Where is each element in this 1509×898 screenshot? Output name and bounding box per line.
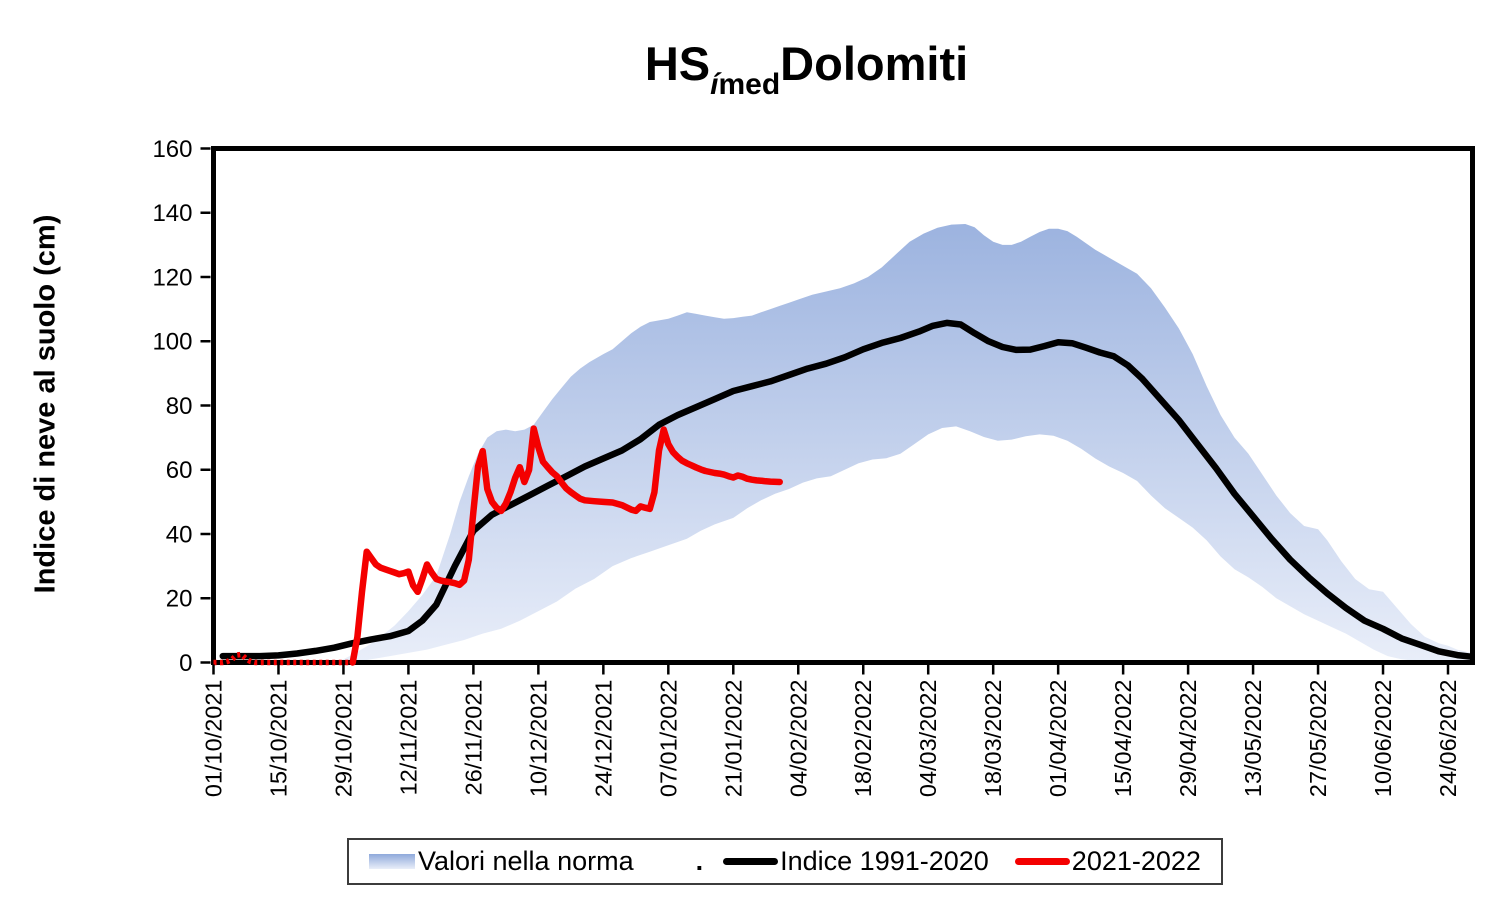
plot-frame [211, 146, 1475, 665]
index-1991-2020-line [219, 319, 1475, 660]
legend-label-index: Indice 1991-2020 [780, 846, 989, 876]
chart-title: HSímedDolomiti [0, 36, 1509, 102]
season-2021-2022-zero-segment [213, 651, 353, 666]
x-tick-label: 24/12/2021 [590, 680, 616, 798]
index-line-swatch [723, 858, 779, 865]
x-tick-label: 26/11/2021 [460, 680, 486, 796]
x-tick-label: 04/03/2022 [915, 680, 941, 798]
normal-range-swatch [369, 854, 415, 869]
x-tick-label: 10/12/2021 [525, 680, 551, 798]
y-tick-label: 80 [166, 393, 193, 420]
x-tick-label: 18/02/2022 [850, 680, 876, 798]
legend-dot-marker: . [695, 846, 704, 876]
legend-label-season: 2021-2022 [1071, 846, 1201, 876]
legend-label-normal-range: Valori nella norma [418, 846, 634, 876]
y-tick-label: 140 [152, 200, 192, 227]
x-tick-label: 15/10/2021 [265, 680, 291, 798]
x-tick-label: 01/04/2022 [1045, 680, 1071, 798]
x-tick-label: 29/04/2022 [1175, 680, 1201, 798]
x-tick-label: 10/06/2022 [1370, 680, 1396, 798]
x-tick-label: 21/01/2022 [720, 680, 746, 798]
x-tick-label: 12/11/2021 [395, 680, 421, 796]
title-subscript: ímed [710, 68, 781, 101]
x-tick-label: 24/06/2022 [1435, 680, 1461, 798]
title-rest: Dolomiti [780, 37, 969, 90]
x-tick-label: 29/10/2021 [330, 680, 356, 798]
y-tick-label: 40 [166, 521, 193, 548]
y-tick-label: 0 [179, 650, 192, 677]
x-tick-label: 01/10/2021 [201, 680, 227, 798]
y-tick-label: 100 [152, 329, 192, 356]
y-tick-label: 20 [166, 586, 193, 613]
y-axis-title: Indice di neve al suolo (cm) [29, 214, 62, 594]
x-tick-label: 07/01/2022 [655, 680, 681, 798]
normal-range-band [334, 224, 1472, 663]
legend: Valori nella norma . Indice 1991-2020 20… [347, 838, 1223, 885]
x-tick-label: 18/03/2022 [980, 680, 1006, 798]
y-tick-label: 120 [152, 264, 192, 291]
y-tick-label: 160 [152, 136, 192, 163]
y-tick-label: 60 [166, 457, 193, 484]
x-tick-label: 04/02/2022 [785, 680, 811, 798]
x-tick-label: 15/04/2022 [1110, 680, 1136, 798]
snow-index-chart: 0 20 40 60 80 100 120 140 160 01/10/2021 15/10/202… [152, 136, 1475, 798]
season-line-swatch [1014, 858, 1070, 865]
x-tick-label: 13/05/2022 [1240, 680, 1266, 798]
season-2021-2022-line [349, 425, 783, 666]
title-main: HS [644, 37, 711, 90]
x-tick-label: 27/05/2022 [1305, 680, 1331, 798]
